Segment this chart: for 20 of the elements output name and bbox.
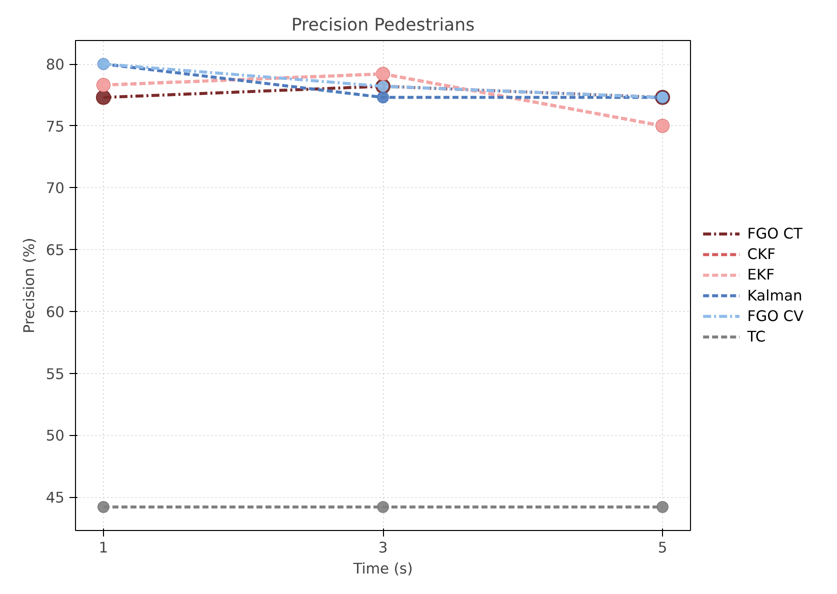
legend-label: EKF	[747, 266, 775, 284]
x-tick-label: 3	[378, 540, 388, 556]
y-tick-label: 60	[46, 304, 65, 321]
x-axis-title: Time (s)	[352, 560, 413, 578]
legend-label: Kalman	[747, 287, 802, 304]
y-tick-label: 70	[46, 180, 65, 198]
y-axis-title: Precision (%)	[20, 238, 38, 334]
chart-title: Precision Pedestrians	[291, 16, 475, 36]
y-tick-label: 50	[46, 428, 65, 445]
y-tick-label: 75	[46, 118, 65, 136]
legend-label: CKF	[747, 246, 776, 264]
y-tick-label: 65	[46, 242, 65, 260]
legend-label: FGO CT	[747, 226, 803, 243]
legend-label: FGO CV	[747, 308, 804, 325]
x-tick-label: 5	[658, 540, 668, 556]
y-tick-label: 80	[46, 56, 65, 74]
x-tick-label: 1	[98, 540, 108, 556]
y-tick-label: 45	[46, 490, 65, 507]
legend-label: TC	[746, 328, 766, 346]
y-tick-label: 55	[46, 366, 65, 383]
